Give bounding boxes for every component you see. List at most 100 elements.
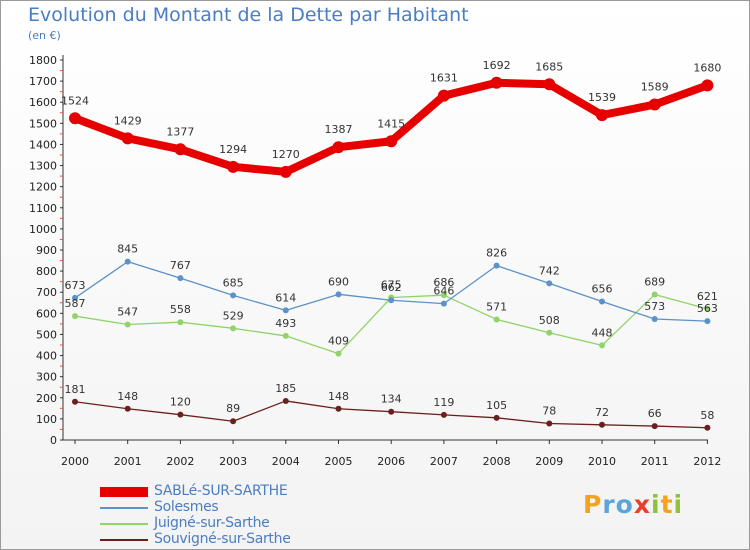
data-label: 1539 (588, 91, 616, 104)
x-tick-label: 2006 (377, 455, 405, 468)
data-point (72, 294, 78, 301)
y-tick-label: 400 (36, 350, 57, 363)
data-label: 148 (117, 390, 138, 403)
x-tick-label: 2001 (114, 455, 142, 468)
data-label: 573 (644, 300, 665, 313)
x-tick-label: 2000 (61, 455, 89, 468)
data-point (596, 109, 608, 122)
data-point (704, 318, 711, 325)
data-point (493, 316, 500, 323)
data-point (490, 76, 503, 89)
y-tick-label: 800 (36, 265, 57, 278)
data-point (69, 112, 81, 125)
data-point (282, 397, 289, 404)
chart-subtitle: (en €) (28, 29, 61, 42)
data-label: 1685 (535, 60, 563, 73)
data-label: 547 (117, 306, 138, 319)
y-tick-label: 1400 (29, 138, 57, 151)
data-label: 845 (117, 243, 138, 256)
data-label: 685 (223, 276, 244, 289)
data-point (437, 89, 450, 102)
logo-letter: o (615, 490, 634, 519)
data-point (388, 408, 395, 415)
y-tick-label: 1600 (29, 96, 57, 109)
data-label: 689 (644, 276, 665, 289)
data-label: 1631 (430, 72, 458, 85)
data-label: 1692 (483, 59, 511, 72)
y-tick-label: 1100 (29, 202, 57, 215)
data-label: 120 (170, 396, 191, 409)
logo-letter: i (673, 490, 684, 519)
y-tick-label: 700 (36, 286, 57, 299)
data-point (440, 300, 447, 307)
y-tick-label: 100 (36, 413, 57, 426)
legend-label: Solesmes (154, 499, 219, 515)
legend-label: Juigné-sur-Sarthe (154, 515, 270, 531)
data-point (493, 414, 500, 421)
data-point (651, 316, 658, 323)
data-point (385, 135, 398, 148)
y-tick-label: 1300 (29, 160, 57, 173)
x-tick-label: 2009 (535, 455, 563, 468)
data-point (282, 307, 289, 314)
data-point (651, 423, 658, 430)
data-point (648, 98, 661, 111)
data-label: 78 (542, 405, 556, 418)
data-label: 1680 (693, 61, 721, 74)
data-point (704, 424, 711, 431)
logo-letter: r (602, 490, 616, 519)
data-label: 448 (592, 326, 613, 339)
data-label: 181 (65, 383, 86, 396)
data-label: 1589 (641, 81, 669, 94)
legend-swatch (100, 487, 148, 497)
chart-title: Evolution du Montant de la Dette par Hab… (28, 4, 469, 26)
data-point (230, 418, 237, 425)
y-tick-label: 0 (50, 434, 57, 447)
data-label: 1429 (114, 114, 142, 127)
data-point (335, 291, 342, 298)
data-label: 508 (539, 314, 560, 327)
data-point (227, 160, 240, 173)
data-label: 686 (433, 276, 454, 289)
data-label: 662 (381, 281, 402, 294)
data-label: 493 (275, 317, 296, 330)
data-label: 614 (275, 291, 296, 304)
data-point (335, 405, 342, 412)
y-tick-label: 1800 (29, 54, 57, 67)
data-label: 105 (486, 399, 507, 412)
y-tick-label: 200 (36, 392, 57, 405)
data-point (177, 275, 184, 282)
data-label: 529 (223, 309, 244, 322)
data-point (282, 332, 289, 339)
y-tick-label: 1200 (29, 181, 57, 194)
y-tick-label: 1500 (29, 117, 57, 130)
x-tick-label: 2005 (325, 455, 353, 468)
data-label: 1524 (61, 94, 89, 107)
data-label: 134 (381, 393, 402, 406)
data-label: 742 (539, 264, 560, 277)
data-point (124, 321, 131, 328)
data-point (332, 141, 345, 154)
data-label: 1387 (325, 123, 353, 136)
logo-letter: x (633, 490, 651, 519)
data-label: 558 (170, 303, 191, 316)
data-point (440, 411, 447, 418)
logo-letter: P (583, 490, 603, 519)
data-label: 72 (595, 406, 609, 419)
data-label: 1377 (166, 125, 194, 138)
data-point (701, 79, 714, 92)
y-tick-label: 1700 (29, 75, 57, 88)
data-point (651, 291, 658, 298)
data-label: 587 (65, 297, 86, 310)
data-label: 119 (433, 396, 454, 409)
x-tick-label: 2012 (693, 455, 721, 468)
data-point (230, 292, 237, 299)
data-point (543, 78, 556, 91)
logo-letter: t (660, 490, 674, 519)
y-tick-label: 900 (36, 244, 57, 257)
data-point (440, 292, 447, 299)
data-point (335, 350, 342, 357)
data-point (177, 411, 184, 418)
x-tick-label: 2007 (430, 455, 458, 468)
